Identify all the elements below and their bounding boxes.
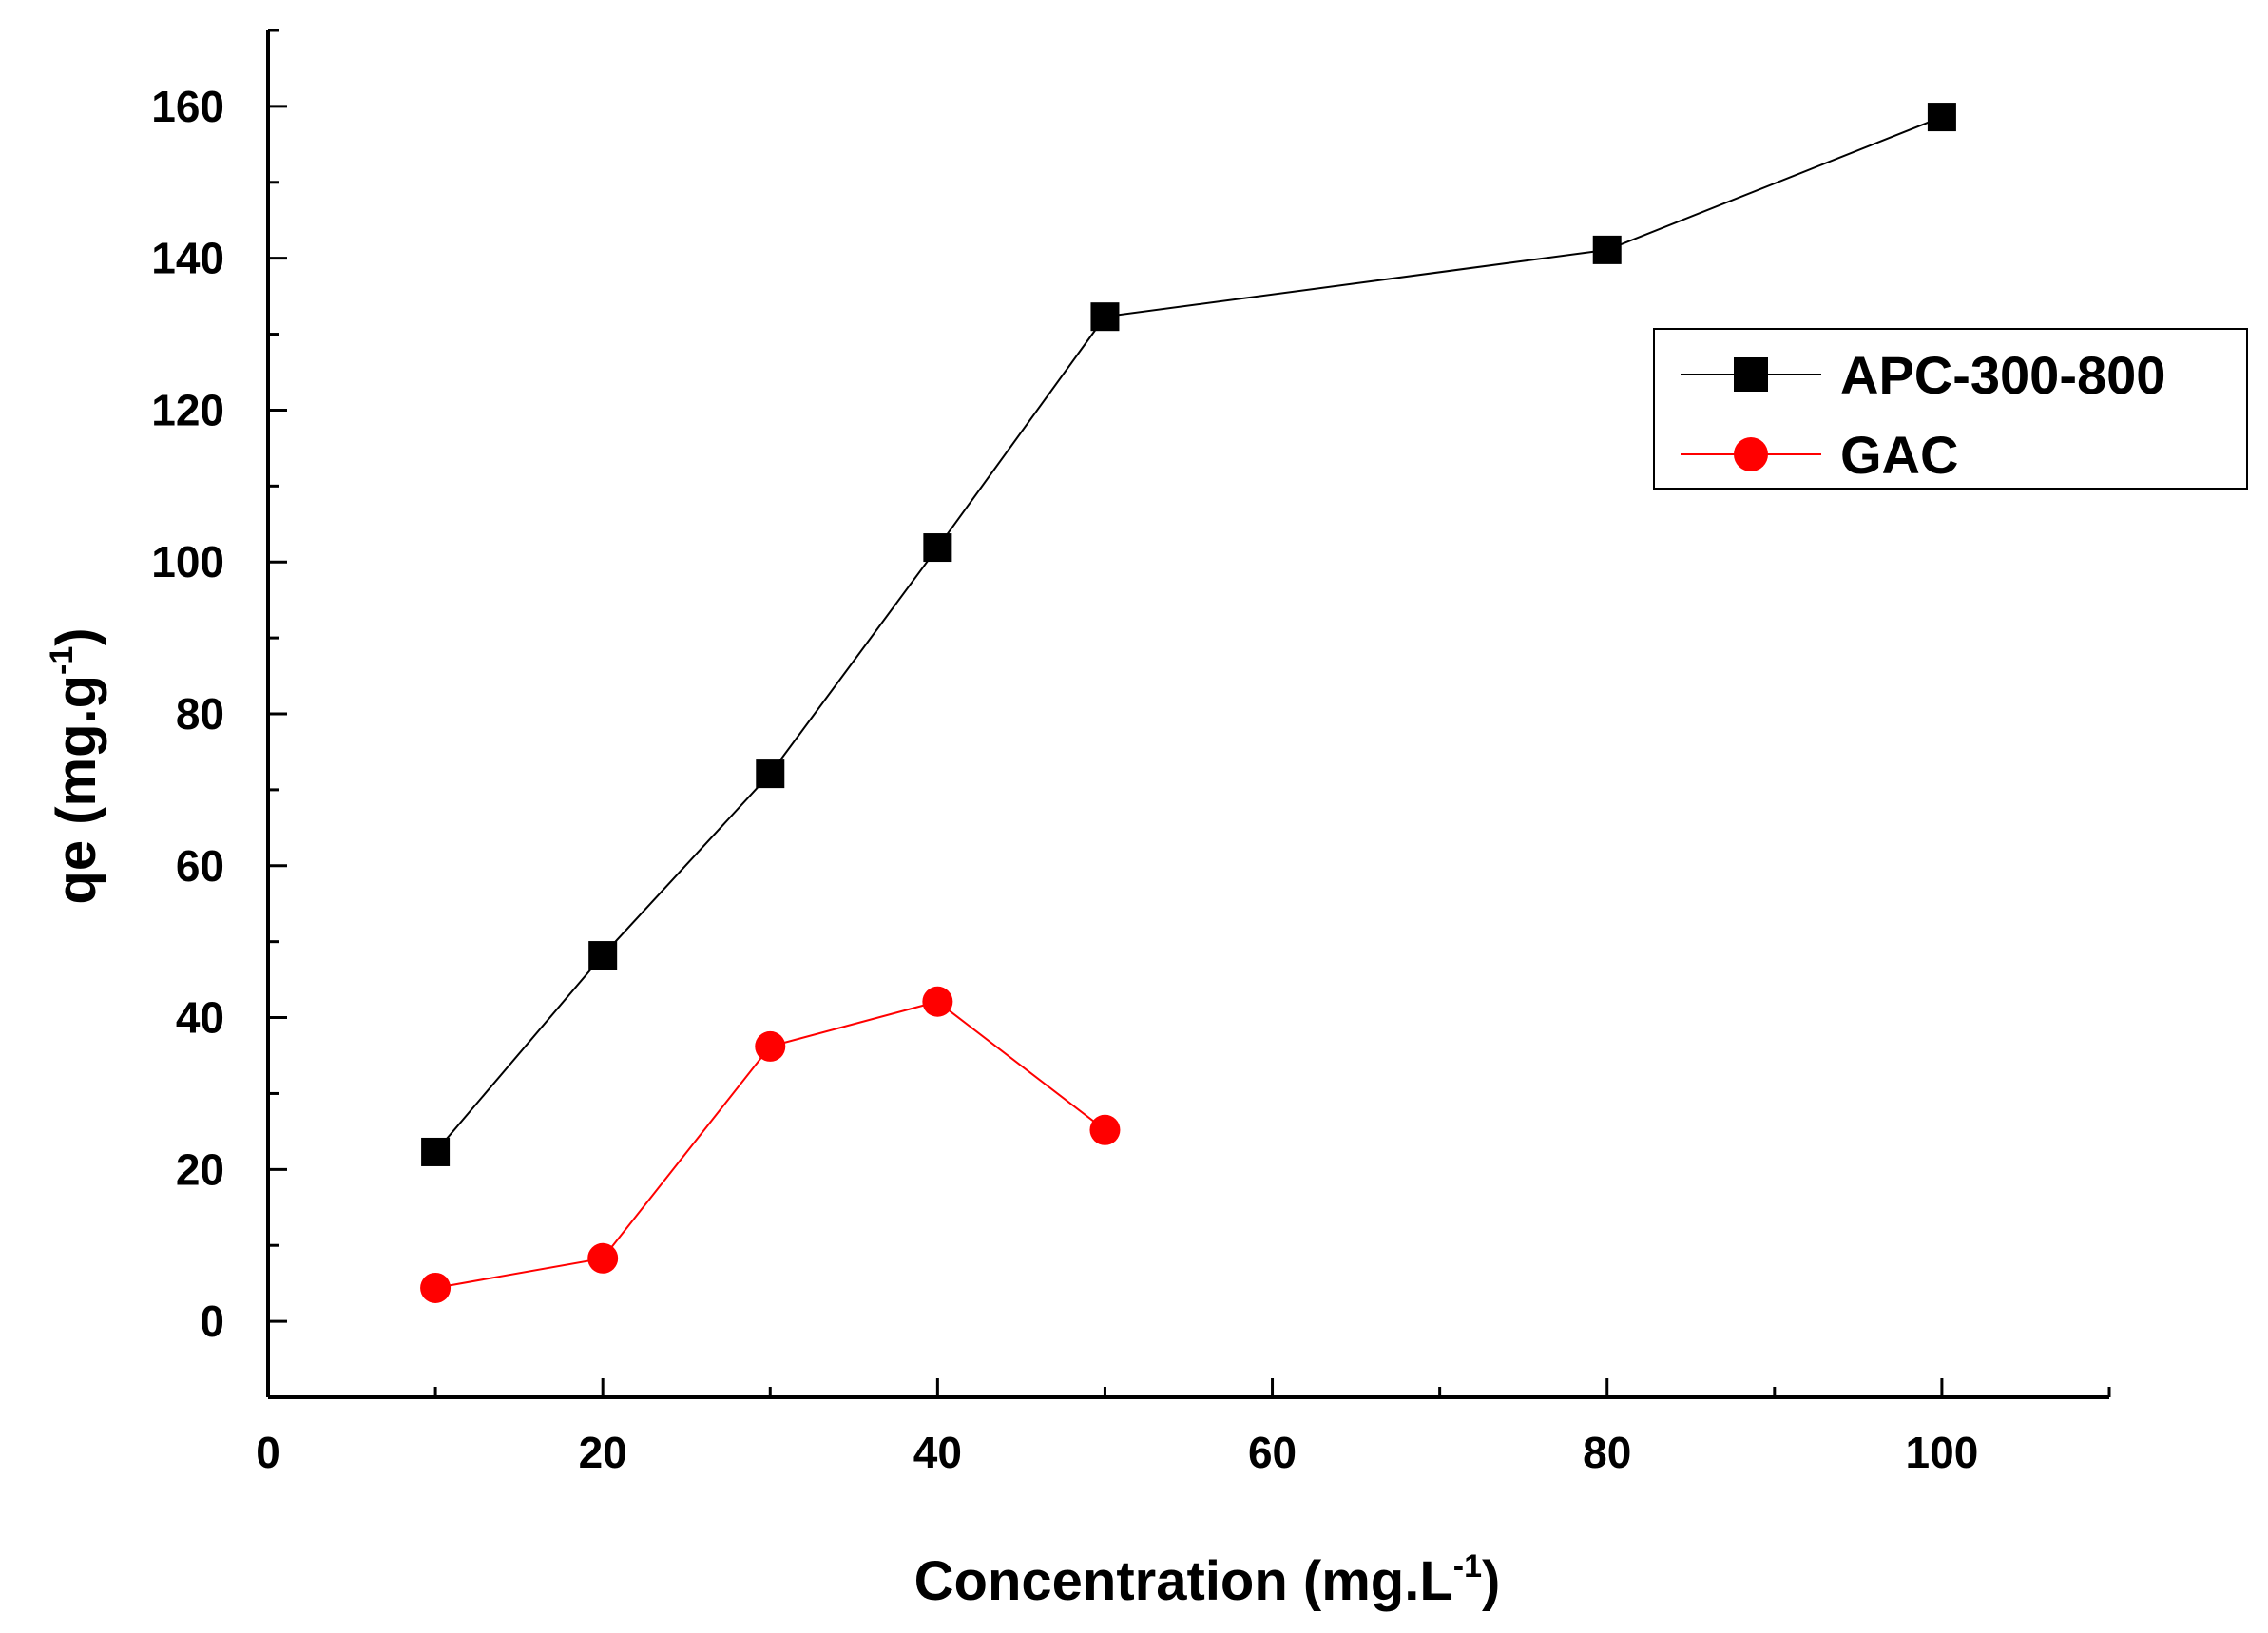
data-point-apc-300-800 [421,1137,451,1166]
y-tick-label: 160 [151,82,224,131]
data-point-gac [420,1272,452,1303]
x-axis-title-main: Concentration (mg.L [914,1550,1453,1612]
data-point-apc-300-800 [923,533,952,563]
y-tick-label: 100 [151,537,224,586]
data-point-gac [755,1030,786,1062]
data-point-apc-300-800 [1927,103,1956,132]
y-axis-title-sup: -1 [44,646,80,675]
x-tick-label: 80 [1583,1428,1631,1477]
x-axis-title-end: ) [1482,1550,1500,1612]
data-point-apc-300-800 [1090,302,1120,332]
data-point-gac [587,1242,619,1274]
y-tick-label: 60 [176,841,224,891]
legend-marker-apc [1734,357,1768,392]
data-point-apc-300-800 [756,759,785,789]
y-axis-title: qe (mg.g-1) [44,627,107,904]
legend-marker-gac [1734,437,1768,471]
legend-label-apc: APC-300-800 [1840,345,2165,405]
x-tick-label: 40 [913,1428,962,1477]
svg-text:qe (mg.g-1): qe (mg.g-1) [44,627,107,904]
data-point-gac [922,986,953,1017]
axes [266,30,2109,1399]
ticks: 0 20 40 60 80 100 0 20 40 60 80 100 120 140 160 [151,29,2111,1477]
y-axis-title-main: qe (mg.g [46,675,107,905]
y-tick-label: 40 [176,993,224,1043]
legend-label-gac: GAC [1840,425,1958,485]
svg-text:Concentration (mg.L-1): Concentration (mg.L-1) [914,1548,1501,1612]
y-axis-title-end: ) [46,627,107,645]
series [420,103,1956,1303]
x-tick-label: 20 [579,1428,627,1477]
legend: APC-300-800 GAC [1653,328,2248,490]
y-tick-label: 120 [151,385,224,434]
x-tick-label: 100 [1906,1428,1979,1477]
y-tick-label: 80 [176,689,224,739]
y-tick-label: 20 [176,1144,224,1194]
x-axis-title: Concentration (mg.L-1) [914,1548,1501,1612]
series-line-apc-300-800 [434,116,1943,1153]
data-point-apc-300-800 [1592,235,1622,264]
x-tick-label: 60 [1248,1428,1297,1477]
y-tick-label: 140 [151,234,224,283]
series-apc-300-800 [421,103,1956,1166]
data-point-gac [1089,1114,1121,1145]
x-tick-label: 0 [256,1428,280,1477]
x-axis-title-sup: -1 [1453,1548,1482,1585]
data-point-apc-300-800 [588,941,618,970]
y-tick-label: 0 [200,1297,224,1346]
series-gac [420,986,1121,1303]
